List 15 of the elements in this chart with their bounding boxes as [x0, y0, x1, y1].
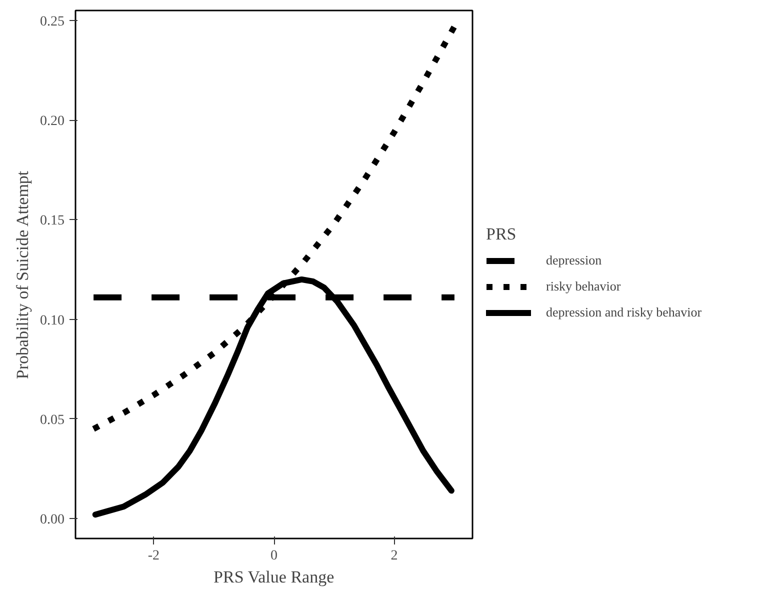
legend-label: risky behavior — [546, 278, 621, 294]
y-tick-label: 0.25 — [40, 14, 64, 30]
legend-title: PRS — [486, 224, 518, 244]
x-tick-label: 2 — [390, 548, 398, 564]
y-tick-label: 0.00 — [40, 512, 64, 528]
y-tick-label: 0.05 — [40, 412, 64, 428]
legend-label: depression and risky behavior — [546, 304, 702, 320]
x-tick-label: -2 — [148, 548, 160, 564]
x-axis-title: PRS Value Range — [214, 568, 334, 586]
y-tick-label: 0.20 — [40, 114, 64, 130]
x-tick-label: 0 — [270, 548, 278, 564]
legend-label: depression — [546, 252, 602, 268]
y-tick-label: 0.15 — [40, 214, 64, 229]
y-axis-title: Probability of Suicide Attempt — [13, 170, 32, 380]
y-tick-label: 0.10 — [40, 313, 64, 328]
